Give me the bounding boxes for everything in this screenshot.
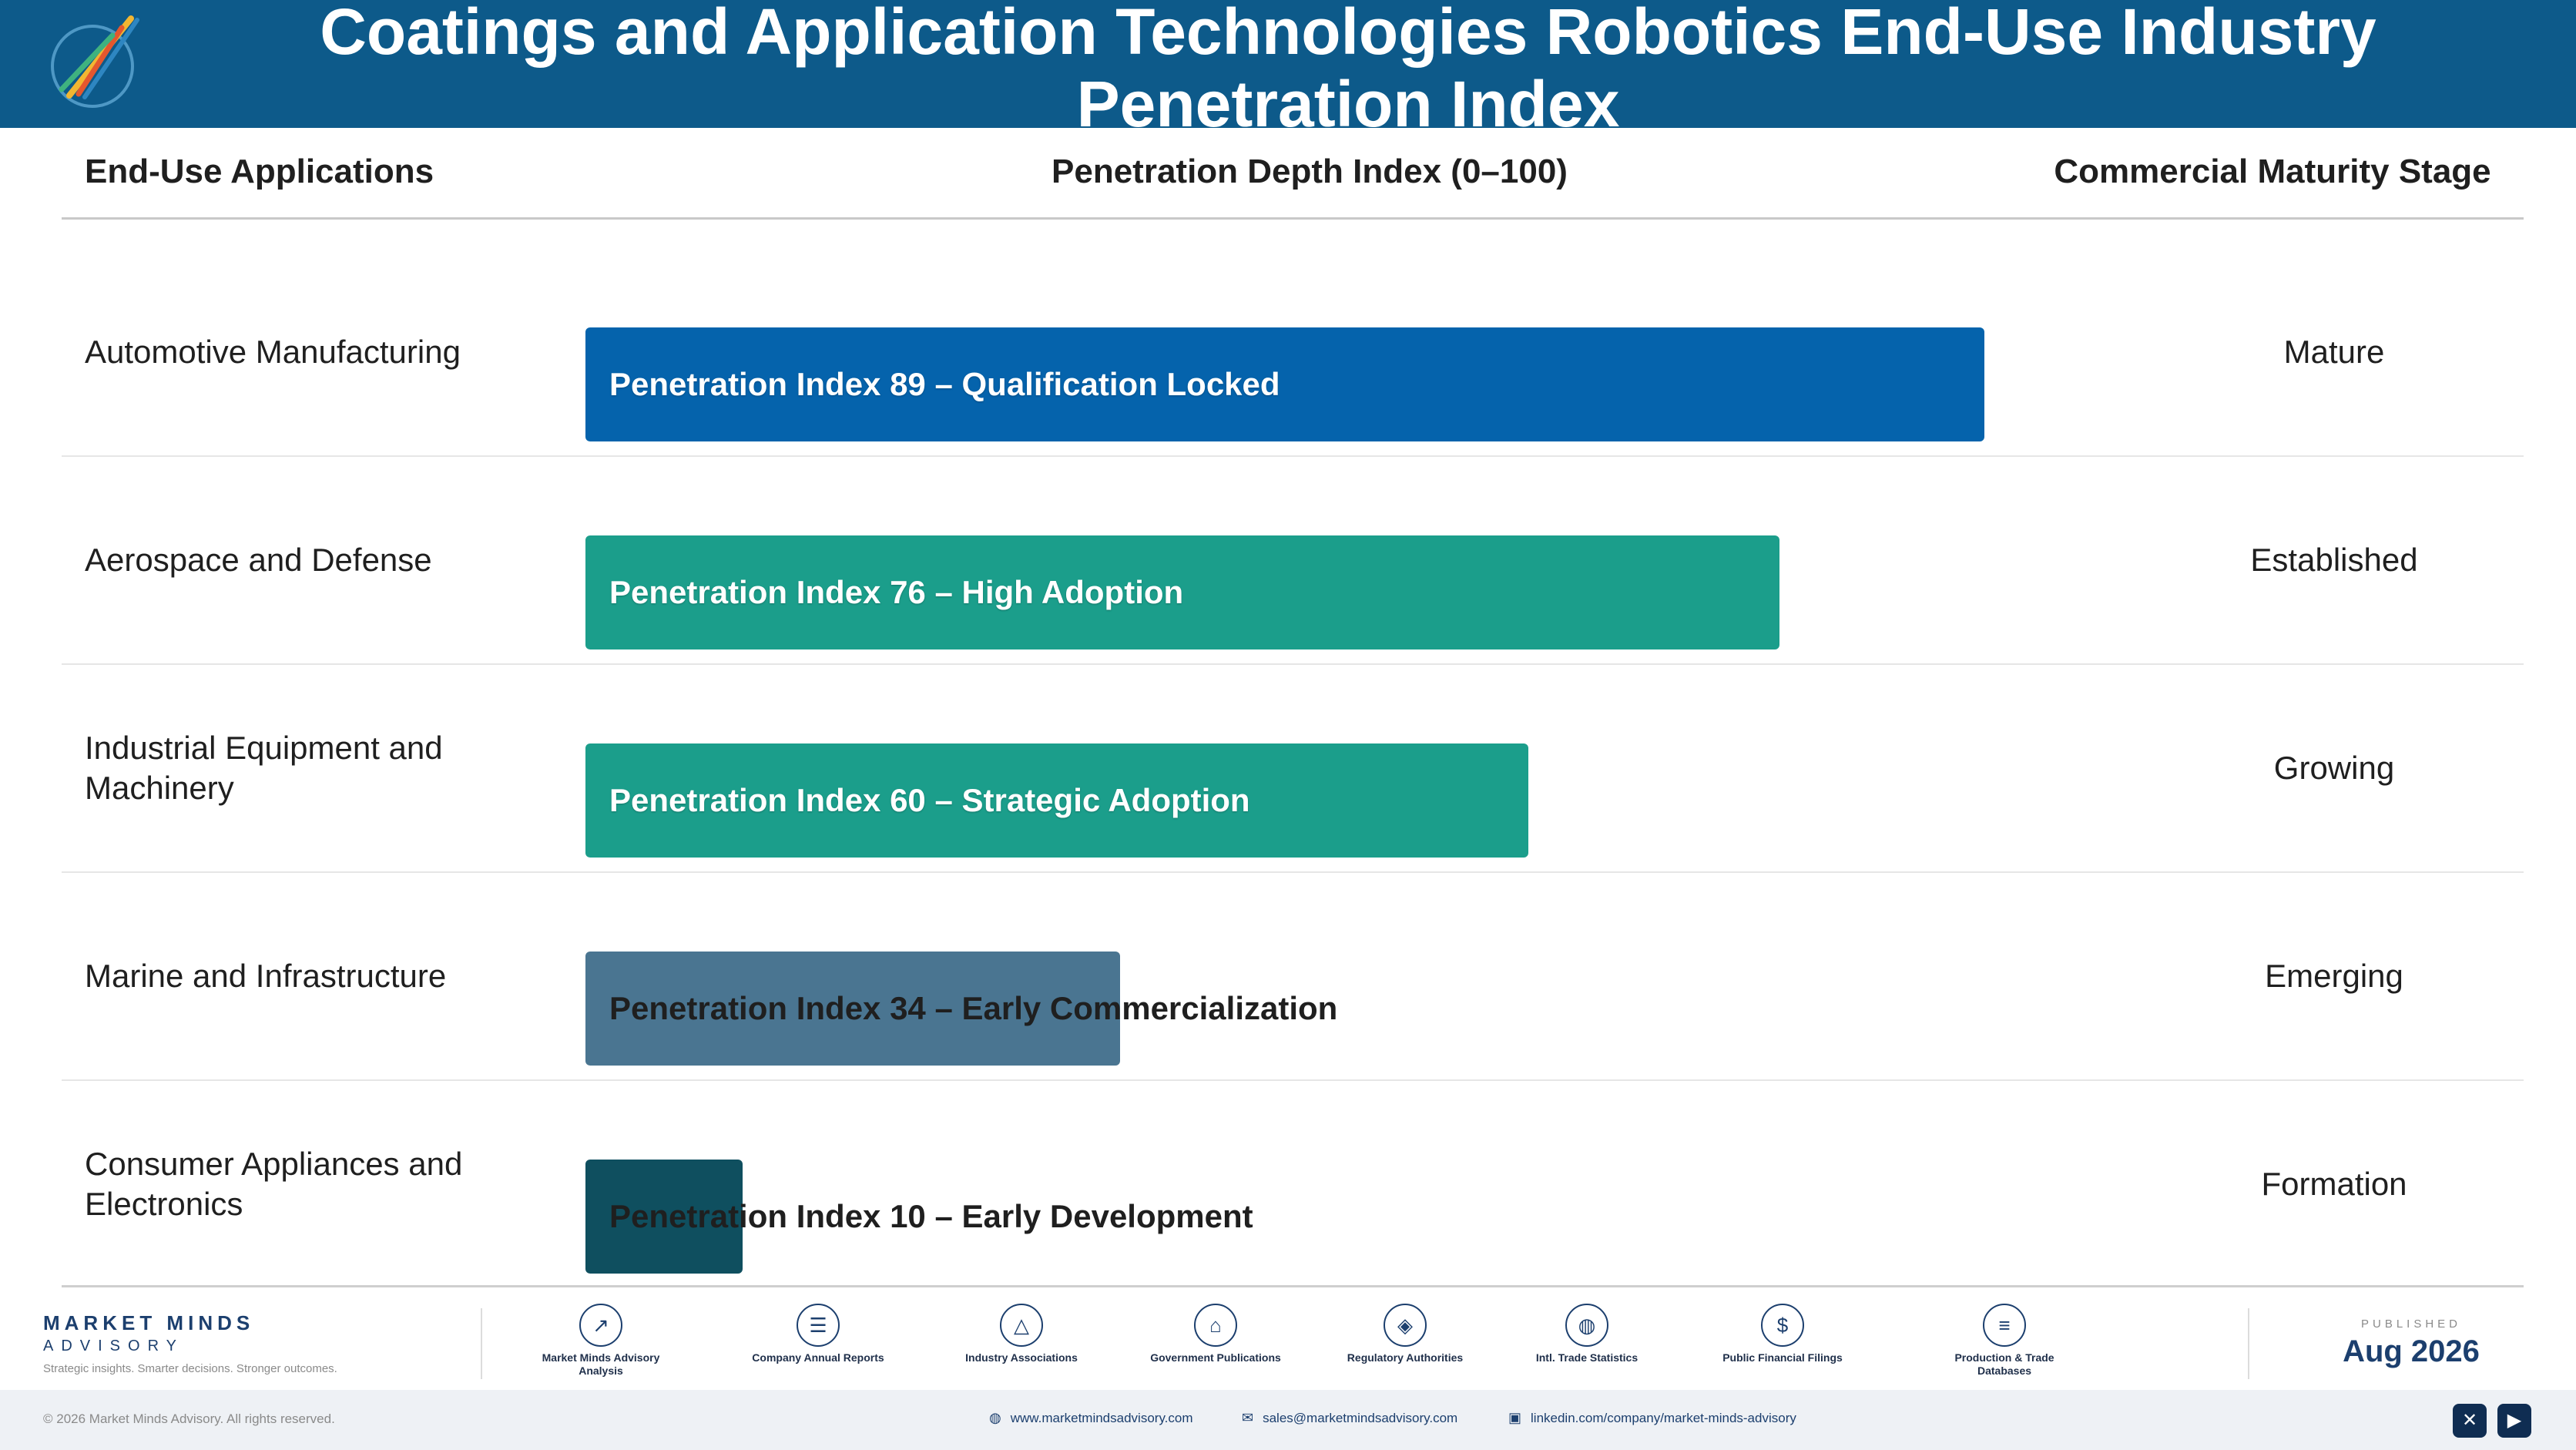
source-item: ◈ Regulatory Authorities (1336, 1304, 1474, 1364)
row-divider (62, 663, 2524, 665)
column-header-depth: Penetration Depth Index (0–100) (1052, 153, 1568, 190)
brand-tagline: Strategic insights. Smarter decisions. S… (43, 1362, 337, 1375)
bar (585, 952, 1120, 1066)
brand-subname: ADVISORY (43, 1338, 184, 1354)
category-label: Automotive Manufacturing (85, 334, 461, 370)
network-icon: △ (1000, 1304, 1043, 1347)
source-label: Company Annual Reports (752, 1351, 884, 1364)
row-divider (62, 455, 2524, 457)
copyright-text: © 2026 Market Minds Advisory. All rights… (43, 1411, 335, 1426)
bar (585, 327, 1984, 441)
stage-label: Mature (2283, 334, 2385, 370)
chart-row: Industrial Equipment and Machinery Penetr… (62, 664, 2524, 872)
source-item: ↗ Market Minds Advisory Analysis (532, 1304, 670, 1378)
chart-row: Aerospace and Defense Penetration Index 7… (62, 456, 2524, 664)
bar-data-label: Penetration Index 34 – Early Commerciali… (609, 990, 1338, 1026)
stage-label: Established (2250, 542, 2418, 578)
source-label: Regulatory Authorities (1347, 1351, 1464, 1364)
linkedin-text: linkedin.com/company/market-minds-adviso… (1531, 1411, 1796, 1425)
website-link[interactable]: ◍ www.marketmindsadvisory.com (989, 1410, 1193, 1426)
x-social-icon[interactable]: ✕ (2453, 1404, 2487, 1438)
published-date: Aug 2026 (2343, 1334, 2480, 1368)
shield-icon: ◈ (1384, 1304, 1427, 1347)
dollar-icon: $ (1761, 1304, 1804, 1347)
source-item: ≡ Production & Trade Databases (1935, 1304, 2074, 1378)
footer-separator (481, 1308, 482, 1379)
footer-divider (62, 1285, 2524, 1287)
source-label: Intl. Trade Statistics (1535, 1351, 1639, 1364)
linkedin-link[interactable]: ▣ linkedin.com/company/market-minds-advis… (1508, 1410, 1796, 1426)
globe-icon: ◍ (989, 1410, 1001, 1425)
source-item: $ Public Financial Filings (1713, 1304, 1852, 1364)
website-text: www.marketmindsadvisory.com (1010, 1411, 1193, 1425)
bar (585, 1160, 743, 1274)
source-label: Government Publications (1150, 1351, 1281, 1364)
globe-icon: ◍ (1565, 1304, 1608, 1347)
source-label: Production & Trade Databases (1954, 1351, 2054, 1377)
bottom-bar: © 2026 Market Minds Advisory. All rights… (0, 1390, 2576, 1450)
email-link[interactable]: ✉ sales@marketmindsadvisory.com (1242, 1410, 1457, 1426)
building-icon: ⌂ (1194, 1304, 1237, 1347)
database-icon: ≡ (1983, 1304, 2026, 1347)
footer: MARKET MINDS ADVISORY Strategic insights… (0, 1296, 2576, 1390)
footer-separator (2248, 1308, 2249, 1379)
brand-name: MARKET MINDS (43, 1311, 255, 1334)
bar-track: Penetration Index 89 – Qualification Loc… (585, 248, 2157, 456)
category-label: Industrial Equipment and Machinery (85, 730, 443, 806)
youtube-social-icon[interactable]: ▶ (2497, 1404, 2531, 1438)
source-item: ◍ Intl. Trade Statistics (1518, 1304, 1656, 1364)
source-label: Public Financial Filings (1722, 1351, 1843, 1364)
bar-data-label: Penetration Index 89 – Qualification Loc… (609, 366, 1280, 402)
row-divider (62, 871, 2524, 873)
bar-track: Penetration Index 60 – Strategic Adoptio… (585, 664, 2157, 872)
header-divider (62, 217, 2524, 220)
category-label: Aerospace and Defense (85, 542, 432, 578)
row-divider (62, 1079, 2524, 1081)
stage-label: Formation (2261, 1166, 2407, 1202)
email-text: sales@marketmindsadvisory.com (1263, 1411, 1458, 1425)
document-icon: ☰ (797, 1304, 840, 1347)
chart-row: Marine and Infrastructure Penetration Ind… (62, 872, 2524, 1080)
stage-label: Emerging (2265, 958, 2403, 994)
bar-track: Penetration Index 10 – Early Development (585, 1080, 2157, 1288)
chart-row: Automotive Manufacturing Penetration Inde… (62, 248, 2524, 456)
category-label: Consumer Appliances and Electronics (85, 1146, 463, 1222)
bar-data-label: Penetration Index 76 – High Adoption (609, 574, 1184, 610)
bar (585, 535, 1779, 649)
chart-row: Consumer Appliances and Electronics Penet… (62, 1080, 2524, 1288)
source-item: ☰ Company Annual Reports (749, 1304, 887, 1364)
envelope-icon: ✉ (1242, 1410, 1254, 1425)
source-label: Market Minds Advisory Analysis (542, 1351, 660, 1377)
stage-label: Growing (2273, 750, 2395, 786)
company-logo-icon (51, 15, 139, 108)
bar-track: Penetration Index 34 – Early Commerciali… (585, 872, 2157, 1080)
page-title: Coatings and Application Technologies Ro… (320, 0, 2376, 128)
column-header-stage: Commercial Maturity Stage (2054, 153, 2491, 190)
header-banner: Coatings and Application Technologies Ro… (0, 0, 2576, 128)
category-label: Marine and Infrastructure (85, 958, 447, 994)
bar-data-label: Penetration Index 10 – Early Development (609, 1198, 1253, 1234)
source-item: △ Industry Associations (952, 1304, 1091, 1364)
chart-line-icon: ↗ (579, 1304, 622, 1347)
source-label: Industry Associations (965, 1351, 1078, 1364)
bar-data-label: Penetration Index 60 – Strategic Adoptio… (609, 782, 1250, 818)
column-header-applications: End-Use Applications (85, 153, 434, 190)
source-item: ⌂ Government Publications (1146, 1304, 1285, 1364)
published-label: PUBLISHED (2360, 1317, 2462, 1331)
linkedin-icon: ▣ (1508, 1410, 1522, 1425)
bar (585, 743, 1528, 858)
bar-track: Penetration Index 76 – High Adoption (585, 456, 2157, 664)
